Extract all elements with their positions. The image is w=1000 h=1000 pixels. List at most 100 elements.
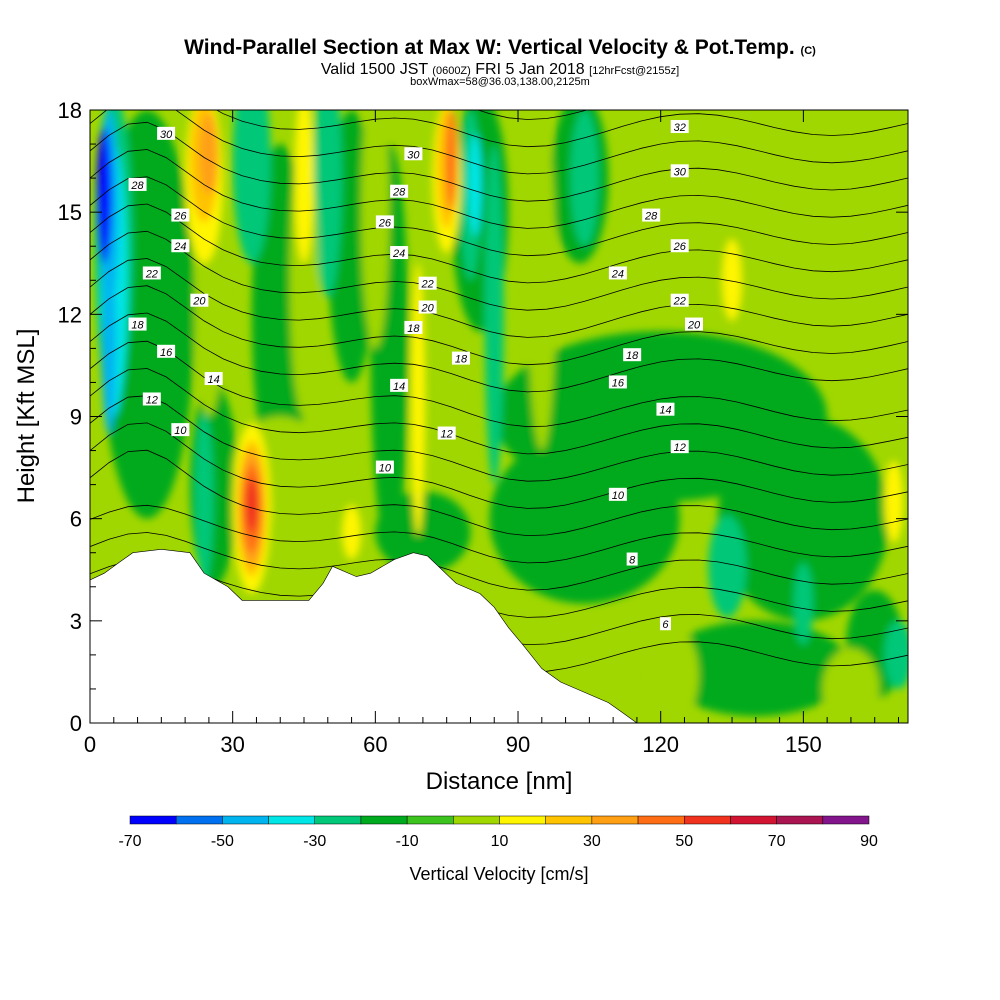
theta-label-text: 14 (393, 381, 405, 393)
theta-label: 10 (171, 423, 190, 437)
chart-subtitle-box: boxWmax=58@36.03,138.00,2125m (410, 76, 590, 88)
theta-contour (90, 230, 908, 311)
colorbar-swatch (129, 815, 177, 825)
colorbar-swatch (268, 815, 315, 825)
colorbar-swatch (591, 815, 639, 825)
x-tick-label: 150 (785, 732, 822, 757)
x-axis-label: Distance [nm] (426, 768, 573, 795)
colorbar-swatch (175, 815, 223, 825)
colorbar-swatch (360, 815, 408, 825)
theta-label-text: 24 (392, 248, 405, 260)
theta-label-text: 28 (130, 180, 144, 192)
field-region (361, 110, 390, 349)
y-tick-label: 15 (58, 200, 82, 225)
field-region (708, 515, 747, 618)
theta-label: 12 (670, 440, 689, 454)
theta-label: 26 (171, 208, 190, 223)
theta-label-text: 20 (687, 320, 701, 332)
theta-label-bg (626, 552, 638, 566)
colorbar-swatch (406, 815, 454, 825)
colorbar-tick-label: 90 (860, 833, 878, 850)
theta-contour (90, 149, 908, 229)
theta-contour (90, 395, 908, 482)
theta-label-bg (670, 120, 689, 134)
theta-label: 28 (642, 208, 661, 223)
theta-label-text: 16 (160, 347, 173, 359)
theta-label-bg (418, 300, 437, 314)
theta-label-bg (157, 344, 176, 358)
field-region (570, 110, 599, 247)
field-region (194, 413, 214, 584)
theta-label-text: 32 (674, 122, 686, 134)
colorbar: -70 -50 -30 -10 10 30 50 70 90 (118, 815, 878, 850)
theta-label-text: 28 (392, 187, 406, 199)
colorbar-swatch (684, 815, 731, 825)
theta-label: 22 (670, 293, 689, 308)
theta-label-text: 12 (146, 394, 158, 406)
colorbar-swatch (499, 815, 546, 825)
theta-label-bg (670, 164, 689, 178)
theta-label: 32 (670, 120, 689, 134)
theta-label: 22 (418, 276, 437, 291)
theta-label: 24 (171, 239, 190, 253)
colorbar-tick-label: -30 (303, 833, 326, 850)
y-tick-label: 18 (58, 98, 82, 123)
theta-contour (476, 110, 588, 120)
colorbar-tick-label: 10 (491, 833, 509, 850)
field-region (194, 212, 224, 417)
theta-label-bg (642, 208, 661, 222)
theta-contour (90, 258, 908, 338)
theta-label: 30 (404, 147, 423, 161)
colorbar-tick-label: -70 (118, 833, 141, 850)
subtitle-utc: (0600Z) (432, 65, 471, 77)
theta-label: 16 (608, 375, 627, 389)
theta-label: 20 (190, 293, 209, 308)
field-region (793, 562, 813, 645)
colorbar-swatch (730, 815, 777, 825)
theta-label: 18 (451, 351, 470, 366)
theta-label-text: 12 (674, 442, 686, 454)
field-region (527, 110, 557, 451)
field-region (445, 110, 458, 213)
theta-label-text: 12 (441, 429, 453, 441)
field-region (484, 144, 504, 485)
colorbar-swatch (453, 815, 500, 825)
theta-contour (90, 285, 908, 366)
theta-contour (90, 176, 908, 257)
theta-label: 26 (375, 215, 394, 229)
theta-label: 10 (608, 487, 627, 502)
theta-contour (90, 203, 908, 284)
theta-label-bg (670, 293, 689, 307)
field-region (884, 460, 904, 543)
chart-subtitle: Valid 1500 JST (0600Z) FRI 5 Jan 2018 [1… (0, 61, 1000, 79)
theta-label: 8 (626, 552, 638, 567)
y-tick-label: 9 (70, 405, 82, 430)
theta-label-bg (623, 348, 642, 362)
theta-contour (90, 312, 908, 393)
field-region (313, 110, 343, 298)
field-region (468, 133, 482, 237)
theta-label: 6 (659, 617, 671, 631)
colorbar-swatch (222, 815, 269, 825)
theta-label-bg (171, 239, 190, 253)
theta-label-bg (451, 351, 470, 365)
theta-label: 24 (608, 266, 627, 280)
theta-label-bg (684, 317, 703, 331)
theta-label-text: 18 (407, 323, 420, 335)
field-region (622, 110, 794, 315)
theta-label-text: 22 (673, 296, 686, 308)
theta-label-text: 30 (160, 129, 173, 141)
x-tick-label: 120 (642, 732, 679, 757)
y-tick-label: 6 (70, 507, 82, 532)
theta-label-bg (190, 293, 209, 307)
colorbar-swatch (822, 815, 870, 825)
theta-label: 30 (670, 164, 689, 178)
colorbar-swatch (545, 815, 593, 825)
theta-label-text: 22 (421, 279, 434, 291)
theta-label-text: 18 (455, 354, 468, 366)
theta-label: 14 (204, 372, 223, 386)
theta-contour (90, 340, 908, 428)
theta-label-bg (128, 317, 147, 331)
theta-contour (90, 504, 908, 564)
theta-label-bg (390, 246, 409, 260)
